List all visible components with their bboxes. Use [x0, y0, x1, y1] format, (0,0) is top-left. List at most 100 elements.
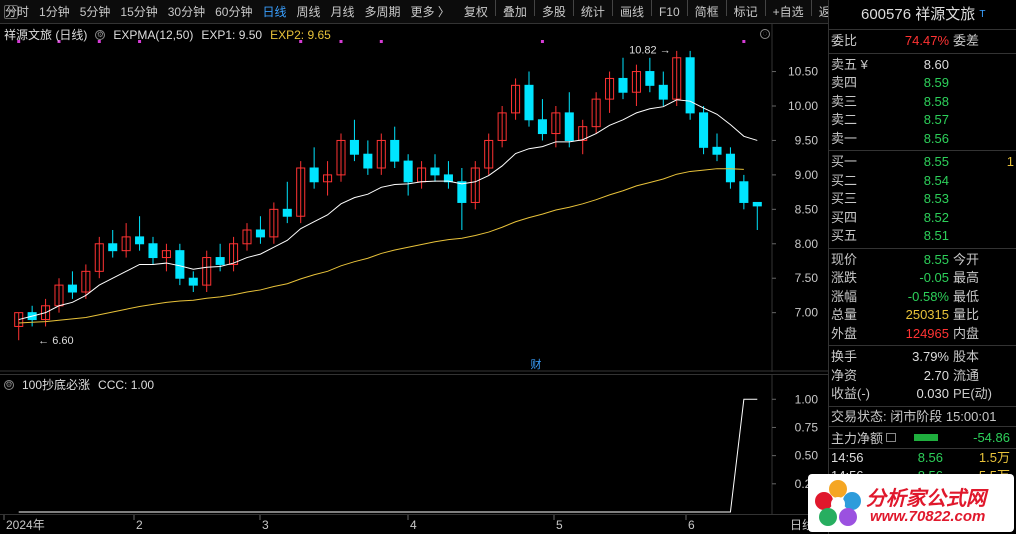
tool-button-4[interactable]: 画线: [619, 4, 644, 19]
candle-body: [14, 312, 24, 327]
quote-row: 外盘 124965 内盘: [829, 325, 1016, 344]
quote-row: 收益(-) 0.030 PE(动): [829, 385, 1016, 404]
quote-row: 买一 8.55 1: [829, 153, 1016, 172]
tool-button-3[interactable]: 统计: [580, 4, 605, 19]
trend-icon[interactable]: T: [979, 9, 986, 20]
period-tab-10[interactable]: 更多 〉: [410, 4, 450, 19]
quote-row-value: -0.58%: [907, 288, 949, 304]
main-flow-bar: [914, 433, 939, 441]
tool-button-8[interactable]: +自选: [772, 4, 804, 19]
period-tab-3[interactable]: 15分钟: [120, 4, 158, 19]
quote-row-value: 3.79%: [912, 349, 949, 364]
candle-body: [41, 305, 51, 321]
weibi-row: 委比 74.47% 委差: [829, 32, 1016, 51]
period-tab-4[interactable]: 30分钟: [167, 4, 206, 19]
tool-button-2[interactable]: 多股: [541, 4, 566, 19]
tool-button-0[interactable]: 复权: [463, 4, 488, 19]
quote-row: 买三 8.53: [829, 190, 1016, 209]
sub-legend-ccc: CCC: 1.00: [98, 377, 155, 392]
candle-body: [255, 229, 265, 238]
quote-row-label2: 股本: [953, 349, 980, 364]
tool-button-1[interactable]: 叠加: [502, 4, 527, 19]
tool-button-6[interactable]: 简框: [694, 4, 719, 19]
tool-button-7[interactable]: 标记: [733, 4, 758, 19]
candle-body: [443, 174, 453, 183]
y-tick-label: 8.00: [795, 237, 819, 251]
ask-book: 卖五 ¥ 8.60 卖四 8.59 卖三 8.58 卖二 8.57 卖一 8.56: [829, 54, 1016, 151]
quote-row-label: 净资: [831, 367, 858, 383]
weicha-label: 委差: [953, 33, 980, 48]
close-icon[interactable]: ×: [4, 5, 18, 19]
candle-body: [336, 139, 346, 176]
sub-legend-title: 100抄底必涨: [22, 378, 91, 392]
candle-body: [148, 243, 158, 259]
quote-row-label2: 最高: [953, 270, 980, 285]
period-tab-8[interactable]: 月线: [330, 4, 355, 19]
indicator-chart[interactable]: 1.00 0.75 0.50 0.25 ⚙ 100抄底必涨 CCC: 1.00: [0, 374, 828, 514]
quote-row-label: 卖四: [831, 75, 858, 90]
candle-body: [229, 243, 239, 265]
period-tab-9[interactable]: 多周期: [364, 4, 401, 19]
quote-row: 卖二 8.57: [829, 111, 1016, 130]
indicator-tick-label: 1.00: [795, 392, 819, 406]
candle-body: [725, 153, 735, 183]
candle-body: [403, 160, 413, 183]
y-tick-label: 7.00: [795, 306, 819, 320]
candle-body: [551, 112, 561, 135]
candle-body: [175, 250, 185, 279]
quote-row-value: 8.60: [923, 56, 949, 72]
quote-row: 现价 8.55 今开: [829, 251, 1016, 270]
quote-row-value: 8.51: [923, 228, 949, 243]
y-tick-label: 9.00: [795, 168, 819, 182]
quote-row-value: 2.70: [923, 367, 949, 383]
quote-row-label: 卖五 ¥: [831, 56, 868, 72]
candle-body: [537, 119, 547, 135]
candle-body: [363, 153, 373, 169]
weibi-section: 委比 74.47% 委差: [829, 30, 1016, 54]
quote-row-value: -0.05: [919, 270, 949, 285]
weibi-label: 委比: [831, 33, 858, 48]
indicator-tick-label: 0.50: [795, 449, 819, 463]
indicator-settings-icon[interactable]: ⚙: [4, 379, 14, 390]
candle-body: [215, 257, 225, 265]
legend-indicator: EXPMA(12,50): [113, 27, 194, 42]
quote-panel: 600576 祥源文旅 T 委比 74.47% 委差 卖五 ¥ 8.60 卖四 8.5…: [828, 0, 1016, 534]
quote-row-value: 0.030: [916, 386, 949, 401]
period-tab-6[interactable]: 日线: [262, 4, 287, 19]
fundamental-stats: 换手 3.79% 股本 净资 2.70 流通 收益(-) 0.030 PE(动): [829, 346, 1016, 407]
quote-row-value: 8.58: [923, 93, 949, 109]
candle-body: [470, 167, 480, 203]
tick-row: 14:56 8.56 1.5万: [829, 449, 1016, 467]
date-tick-label: 3: [262, 518, 269, 532]
flower-logo-icon: [815, 480, 861, 526]
main-flow-value: -54.86: [973, 429, 1010, 445]
quote-row-volume: [949, 172, 1014, 191]
candle-body: [457, 181, 467, 203]
trade-status: 交易状态: 闭市阶段 15:00:01: [829, 407, 1016, 427]
signal-dot: [299, 40, 303, 43]
candle-body: [81, 270, 91, 293]
candle-body: [752, 201, 762, 207]
ccc-line: [18, 398, 758, 513]
quote-row: 买二 8.54: [829, 172, 1016, 191]
quote-row: 换手 3.79% 股本: [829, 348, 1016, 367]
period-tabs: 分时 1分钟 5分钟 15分钟 30分钟 60分钟 日线 周线 月线 多周期 更多 〉: [0, 0, 455, 24]
list-icon[interactable]: [886, 432, 897, 442]
period-tab-1[interactable]: 1分钟: [39, 4, 70, 19]
signal-dot: [379, 40, 383, 43]
candle-body: [242, 229, 252, 245]
period-tab-7[interactable]: 周线: [296, 4, 321, 19]
tool-button-5[interactable]: F10: [658, 4, 680, 19]
settings-icon[interactable]: ⚙: [95, 29, 106, 40]
quote-row-label: 买五: [831, 228, 858, 243]
period-tab-5[interactable]: 60分钟: [215, 4, 253, 19]
quote-row-value: 8.52: [923, 209, 949, 225]
candle-body: [511, 84, 521, 114]
candle-body: [645, 71, 655, 86]
candle-body: [712, 146, 722, 155]
main-kline-chart[interactable]: 10.50 10.00 9.50 9.00 8.50 8.00 7.50 7.00 10.82 …: [0, 24, 828, 372]
period-tab-2[interactable]: 5分钟: [79, 4, 111, 19]
panel-settings-icon[interactable]: ◌: [760, 29, 770, 39]
stock-title[interactable]: 600576 祥源文旅 T: [829, 0, 1016, 30]
candle-body: [699, 112, 709, 148]
